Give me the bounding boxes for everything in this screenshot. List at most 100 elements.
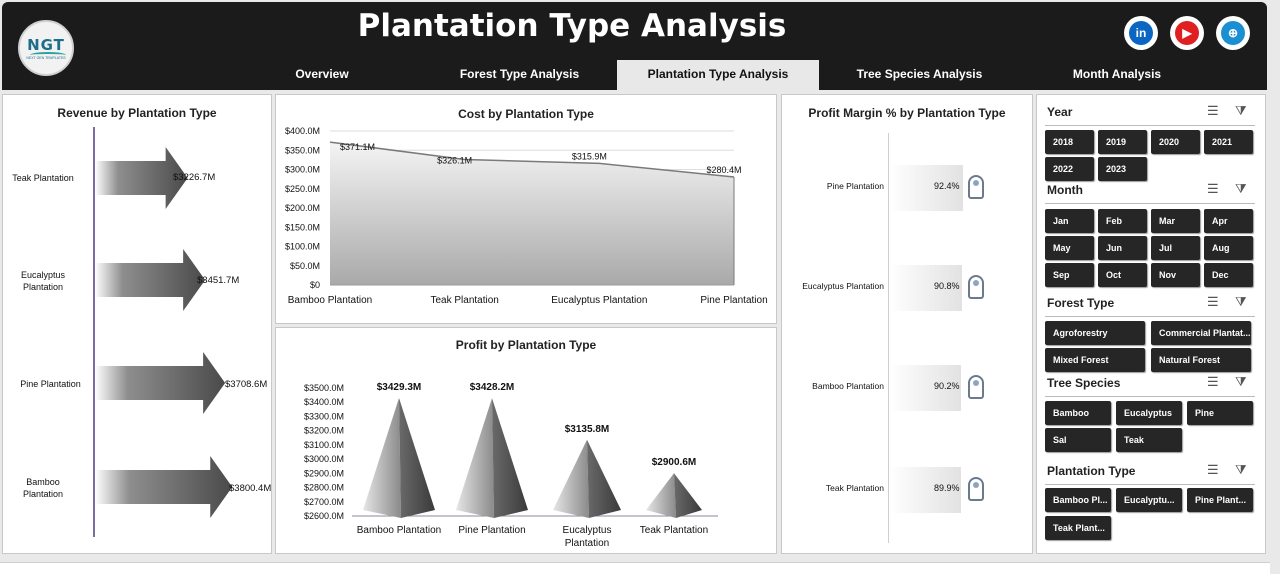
linkedin-icon: in: [1129, 21, 1153, 45]
slicer-item-plantation-type[interactable]: Teak Plant...: [1045, 516, 1111, 540]
revenue-arrow: [95, 352, 226, 414]
cost-panel: Cost by Plantation Type $0 $50.0M $100.0M $…: [275, 94, 777, 324]
clear-filter-icon[interactable]: ⧩: [1235, 374, 1247, 389]
revenue-title: Revenue by Plantation Type: [57, 106, 217, 120]
slicer-item-month[interactable]: May: [1045, 236, 1094, 260]
profit-pyramid-face: [646, 473, 676, 518]
clear-filter-icon[interactable]: ⧩: [1235, 181, 1247, 196]
cost-xtick: Teak Plantation: [430, 295, 498, 306]
profit-pyramid-face: [553, 439, 589, 518]
slicer-item-tree-species[interactable]: Sal: [1045, 428, 1111, 452]
revenue-value-bamboo: $3800.4M: [229, 483, 272, 494]
profit-pyramid-face: [363, 398, 401, 518]
cost-title: Cost by Plantation Type: [458, 107, 594, 121]
slicer-item-year[interactable]: 2023: [1098, 157, 1147, 181]
youtube-button[interactable]: ▶: [1170, 16, 1204, 50]
linkedin-button[interactable]: in: [1124, 16, 1158, 50]
profit-ytick: $3400.0M: [304, 397, 344, 407]
cost-ytick: $250.0M: [285, 184, 320, 194]
slicer-title-plantation-type: Plantation Type: [1047, 464, 1136, 478]
slicer-item-month[interactable]: Mar: [1151, 209, 1200, 233]
slicer-item-month[interactable]: Apr: [1204, 209, 1253, 233]
margin-category-label: Bamboo Plantation: [812, 381, 884, 391]
slicer-title-tree-species: Tree Species: [1047, 376, 1121, 390]
tab-tree-species-analysis[interactable]: Tree Species Analysis: [856, 67, 983, 81]
slicer-item-month[interactable]: Oct: [1098, 263, 1147, 287]
slicer-item-tree-species[interactable]: Eucalyptus: [1116, 401, 1182, 425]
slicer-item-forest-type[interactable]: Mixed Forest: [1045, 348, 1145, 372]
margin-category-label: Eucalyptus Plantation: [802, 281, 884, 291]
profit-xtick: Teak Plantation: [640, 525, 708, 536]
slicer-title-forest-type: Forest Type: [1047, 296, 1115, 310]
slicer-item-forest-type[interactable]: Natural Forest: [1151, 348, 1251, 372]
profit-ytick: $2800.0M: [304, 483, 344, 493]
slicer-item-forest-type[interactable]: Commercial Plantat...: [1151, 321, 1251, 345]
profit-ytick: $3100.0M: [304, 440, 344, 450]
astronaut-visor: [973, 280, 979, 286]
website-button[interactable]: ⊕: [1216, 16, 1250, 50]
revenue-value-pine: $3708.6M: [225, 379, 268, 390]
clear-filter-icon[interactable]: ⧩: [1235, 294, 1247, 309]
cost-ytick: $400.0M: [285, 126, 320, 136]
slicer-item-year[interactable]: 2019: [1098, 130, 1147, 154]
tab-overview[interactable]: Overview: [295, 67, 349, 81]
slicer-item-tree-species[interactable]: Teak: [1116, 428, 1182, 452]
profit-ytick: $3000.0M: [304, 454, 344, 464]
slicer-item-year[interactable]: 2020: [1151, 130, 1200, 154]
margin-value-label: 89.9%: [934, 483, 960, 493]
slicer-item-year[interactable]: 2018: [1045, 130, 1094, 154]
tab-forest-type-analysis[interactable]: Forest Type Analysis: [459, 67, 580, 81]
slicer-item-plantation-type[interactable]: Bamboo Pl...: [1045, 488, 1111, 512]
logo-text: NGT: [27, 36, 65, 54]
revenue-panel: Revenue by Plantation Type Teak Plantati…: [2, 94, 272, 554]
multi-select-icon[interactable]: ☰: [1207, 374, 1219, 389]
slicer-item-month[interactable]: Aug: [1204, 236, 1253, 260]
cost-ytick: $100.0M: [285, 242, 320, 252]
cost-data-label: $280.4M: [706, 165, 741, 175]
tab-month-analysis[interactable]: Month Analysis: [1072, 67, 1162, 81]
profit-title: Profit by Plantation Type: [455, 338, 597, 352]
margin-value-label: 90.2%: [934, 381, 960, 391]
profit-pyramid-side: [674, 473, 702, 518]
slicer-item-tree-species[interactable]: Bamboo: [1045, 401, 1111, 425]
slicer-item-month[interactable]: Jul: [1151, 236, 1200, 260]
clear-filter-icon[interactable]: ⧩: [1235, 462, 1247, 477]
slicer-item-forest-type[interactable]: Agroforestry: [1045, 321, 1145, 345]
slicer-item-month[interactable]: Jan: [1045, 209, 1094, 233]
logo-swoosh: [30, 52, 66, 58]
slicer-item-month[interactable]: Nov: [1151, 263, 1200, 287]
profit-data-label: $3428.2M: [470, 382, 514, 393]
slicer-item-tree-species[interactable]: Pine: [1187, 401, 1253, 425]
cost-line: [329, 141, 735, 178]
astronaut-icon: [968, 275, 984, 299]
slicer-item-month[interactable]: Sep: [1045, 263, 1094, 287]
slicer-item-month[interactable]: Jun: [1098, 236, 1147, 260]
margin-axis-line: [888, 133, 889, 543]
slicer-item-year[interactable]: 2021: [1204, 130, 1253, 154]
cost-ytick: $50.0M: [290, 261, 320, 271]
slicer-item-month[interactable]: Dec: [1204, 263, 1253, 287]
revenue-label-teak: Teak Plantation: [12, 173, 74, 183]
tab-plantation-type-analysis[interactable]: Plantation Type Analysis: [617, 60, 819, 90]
profit-ytick: $2600.0M: [304, 511, 344, 521]
astronaut-icon: [968, 477, 984, 501]
margin-category-label: Pine Plantation: [826, 181, 884, 191]
slicer-item-month[interactable]: Feb: [1098, 209, 1147, 233]
slicer-item-plantation-type[interactable]: Eucalyptu...: [1116, 488, 1182, 512]
slicer-item-year[interactable]: 2022: [1045, 157, 1094, 181]
bottom-strip: [0, 562, 1270, 574]
multi-select-icon[interactable]: ☰: [1207, 103, 1219, 118]
revenue-arrow: [95, 147, 188, 209]
margin-value-label: 92.4%: [934, 181, 960, 191]
astronaut-icon: [968, 375, 984, 399]
slicer-item-plantation-type[interactable]: Pine Plant...: [1187, 488, 1253, 512]
profit-data-label: $3135.8M: [565, 424, 609, 435]
profit-xtick: Pine Plantation: [458, 525, 525, 536]
multi-select-icon[interactable]: ☰: [1207, 181, 1219, 196]
profit-chart-svg: $2600.0M $2700.0M $2800.0M $2900.0M $3000.0M…: [304, 382, 718, 549]
astronaut-icon: [968, 175, 984, 199]
multi-select-icon[interactable]: ☰: [1207, 294, 1219, 309]
cost-data-label: $315.9M: [572, 151, 607, 161]
clear-filter-icon[interactable]: ⧩: [1235, 103, 1247, 118]
multi-select-icon[interactable]: ☰: [1207, 462, 1219, 477]
